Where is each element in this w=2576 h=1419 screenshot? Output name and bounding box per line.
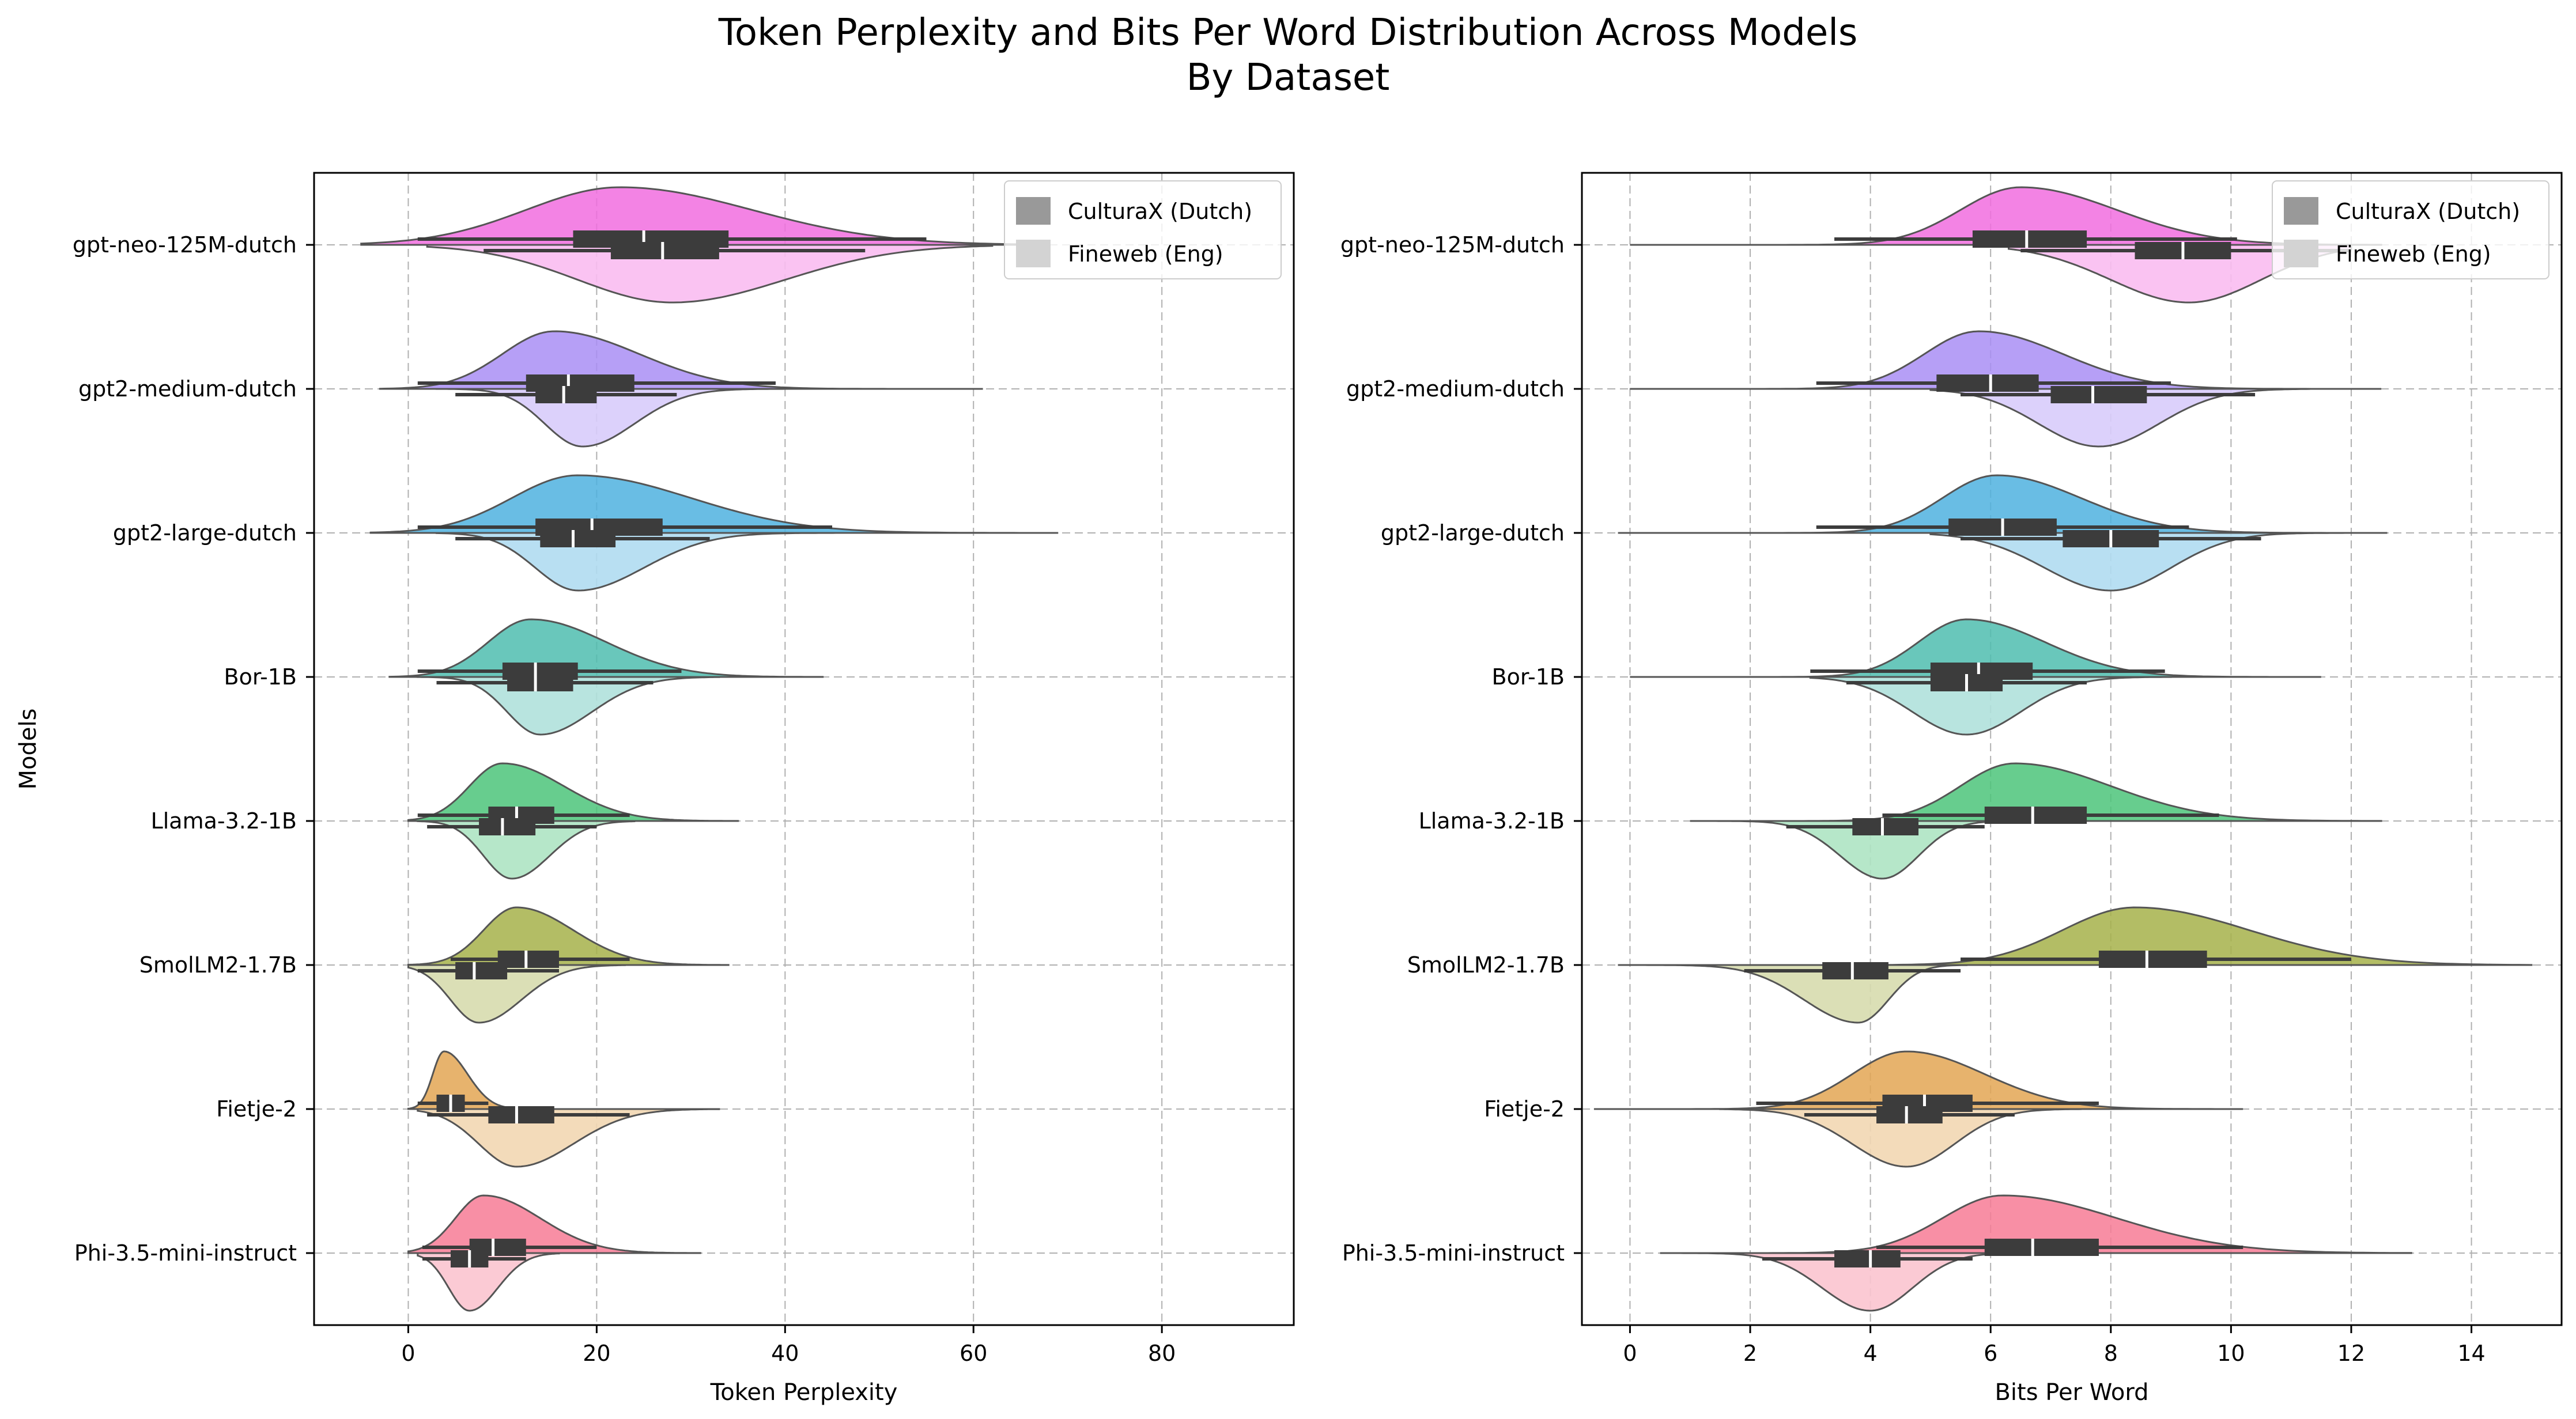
y-tick-label-phi-3-5-mini-instruct: Phi-3.5-mini-instruct: [1342, 1240, 1565, 1266]
box-phi-3-5-mini-instruct-fineweb-eng: [1834, 1250, 1901, 1267]
y-tick-label-smollm2-1-7b: SmolLM2-1.7B: [139, 952, 297, 978]
y-tick-label-gpt2-large-dutch: gpt2-large-dutch: [113, 520, 297, 546]
y-tick-label-smollm2-1-7b: SmolLM2-1.7B: [1407, 952, 1565, 978]
violin-smollm2-1-7b-fineweb-eng: [407, 964, 626, 1024]
violin-fietje-2-culturax-dutch: [1593, 1050, 2243, 1110]
panel-2: 0 2 4 6 8 10 12 14 gpt-neo-125M-dutch gpt2-medium…: [1340, 172, 2563, 1406]
box-bor-1b-fineweb-eng: [507, 674, 573, 691]
violin-llama-3-2-1b-culturax-dutch: [407, 762, 739, 822]
axes-frame: [313, 172, 1295, 1326]
violin-llama-3-2-1b-fineweb-eng: [1690, 820, 2022, 880]
x-tick-label: 4: [1864, 1341, 1878, 1366]
legend-label-fineweb-eng: Fineweb (Eng): [2336, 241, 2491, 267]
y-tick-label-bor-1b: Bor-1B: [224, 664, 297, 690]
violin-gpt2-medium-dutch-culturax-dutch: [379, 330, 983, 390]
legend-label-culturax-dutch: CulturaX (Dutch): [1068, 199, 1252, 224]
y-tick-label-llama-3-2-1b: Llama-3.2-1B: [1419, 808, 1565, 834]
box-llama-3-2-1b-culturax-dutch: [1984, 807, 2087, 824]
x-tick-label: 0: [401, 1341, 415, 1366]
box-smollm2-1-7b-culturax-dutch: [497, 951, 559, 968]
x-axis-label: Token Perplexity: [710, 1379, 898, 1406]
legend-swatch-culturax-dutch: [1016, 197, 1051, 225]
violin-bor-1b-fineweb-eng: [1809, 676, 2172, 736]
violin-phi-3-5-mini-instruct-culturax-dutch: [407, 1194, 701, 1254]
box-gpt2-medium-dutch-fineweb-eng: [2050, 386, 2147, 403]
x-tick-label: 12: [2337, 1341, 2365, 1366]
x-tick-label: 10: [2217, 1341, 2245, 1366]
violin-bor-1b-culturax-dutch: [388, 618, 824, 678]
y-tick-label-gpt-neo-125m-dutch: gpt-neo-125M-dutch: [73, 232, 297, 258]
legend-label-fineweb-eng: Fineweb (Eng): [1068, 241, 1223, 267]
y-tick-label-phi-3-5-mini-instruct: Phi-3.5-mini-instruct: [74, 1240, 297, 1266]
violin-gpt-neo-125m-dutch-culturax-dutch: [360, 186, 1050, 246]
violin-smollm2-1-7b-culturax-dutch: [1618, 906, 2533, 966]
box-gpt2-medium-dutch-fineweb-eng: [535, 386, 597, 403]
legend-swatch-fineweb-eng: [1016, 240, 1051, 267]
box-gpt-neo-125m-dutch-fineweb-eng: [610, 242, 719, 259]
panel-1: 0 20 40 60 80 gpt-neo-125M-dutch gpt2-medium-d…: [15, 172, 1295, 1406]
box-smollm2-1-7b-culturax-dutch: [2098, 951, 2207, 968]
x-tick-label: 14: [2457, 1341, 2485, 1366]
violin-gpt-neo-125m-dutch-culturax-dutch: [1630, 186, 2382, 246]
violin-gpt2-large-dutch-fineweb-eng: [436, 532, 842, 592]
violin-fietje-2-culturax-dutch: [407, 1050, 523, 1110]
legend-box: [2272, 180, 2549, 279]
box-smollm2-1-7b-fineweb-eng: [1822, 962, 1888, 979]
y-tick-label-bor-1b: Bor-1B: [1492, 664, 1565, 690]
figure-title-line-1: Token Perplexity and Bits Per Word Distr…: [718, 12, 1858, 54]
violin-gpt2-large-dutch-culturax-dutch: [369, 474, 1059, 534]
violin-fietje-2-fineweb-eng: [417, 1108, 720, 1168]
y-tick-label-llama-3-2-1b: Llama-3.2-1B: [151, 808, 297, 834]
violin-bor-1b-culturax-dutch: [1630, 618, 2321, 678]
violin-gpt-neo-125m-dutch-fineweb-eng: [426, 244, 994, 304]
legend: CulturaX (Dutch) Fineweb (Eng): [2272, 180, 2549, 279]
figure-title-line-2: By Dataset: [1186, 56, 1390, 99]
legend-label-culturax-dutch: CulturaX (Dutch): [2336, 199, 2520, 224]
legend-box: [1004, 180, 1282, 279]
y-tick-label-gpt2-medium-dutch: gpt2-medium-dutch: [78, 376, 297, 402]
x-tick-label: 6: [1984, 1341, 1997, 1366]
violin-smollm2-1-7b-culturax-dutch: [407, 906, 730, 966]
x-tick-label: 60: [960, 1341, 987, 1366]
legend-swatch-fineweb-eng: [2284, 240, 2318, 267]
box-smollm2-1-7b-fineweb-eng: [455, 962, 508, 979]
x-tick-label: 2: [1743, 1341, 1757, 1366]
violin-gpt2-large-dutch-fineweb-eng: [1929, 532, 2351, 592]
legend-swatch-culturax-dutch: [2284, 197, 2318, 225]
box-fietje-2-fineweb-eng: [488, 1106, 554, 1123]
x-tick-label: 40: [771, 1341, 799, 1366]
legend: CulturaX (Dutch) Fineweb (Eng): [1004, 180, 1282, 279]
x-tick-label: 0: [1623, 1341, 1637, 1366]
box-gpt2-large-dutch-fineweb-eng: [540, 530, 616, 547]
violin-gpt2-medium-dutch-fineweb-eng: [1929, 388, 2310, 448]
box-llama-3-2-1b-fineweb-eng: [479, 818, 536, 835]
y-tick-label-fietje-2: Fietje-2: [216, 1096, 297, 1122]
x-axis-label: Bits Per Word: [1995, 1379, 2148, 1406]
violin-fietje-2-fineweb-eng: [1719, 1108, 2082, 1168]
box-gpt2-medium-dutch-culturax-dutch: [1936, 374, 2039, 392]
y-axis-label: Models: [15, 709, 41, 790]
box-fietje-2-fineweb-eng: [1876, 1106, 1943, 1123]
y-tick-label-fietje-2: Fietje-2: [1484, 1096, 1565, 1122]
y-tick-label-gpt2-large-dutch: gpt2-large-dutch: [1381, 520, 1565, 546]
axes-frame: [1581, 172, 2563, 1326]
violin-gpt2-medium-dutch-fineweb-eng: [436, 388, 785, 448]
x-tick-label: 20: [583, 1341, 610, 1366]
y-tick-label-gpt-neo-125m-dutch: gpt-neo-125M-dutch: [1340, 232, 1565, 258]
x-tick-label: 8: [2104, 1341, 2118, 1366]
violin-smollm2-1-7b-fineweb-eng: [1618, 964, 1967, 1024]
box-gpt-neo-125m-dutch-culturax-dutch: [1972, 230, 2087, 248]
y-tick-label-gpt2-medium-dutch: gpt2-medium-dutch: [1346, 376, 1565, 402]
x-tick-label: 80: [1148, 1341, 1176, 1366]
box-llama-3-2-1b-fineweb-eng: [1852, 818, 1919, 835]
box-phi-3-5-mini-instruct-culturax-dutch: [1984, 1239, 2099, 1256]
